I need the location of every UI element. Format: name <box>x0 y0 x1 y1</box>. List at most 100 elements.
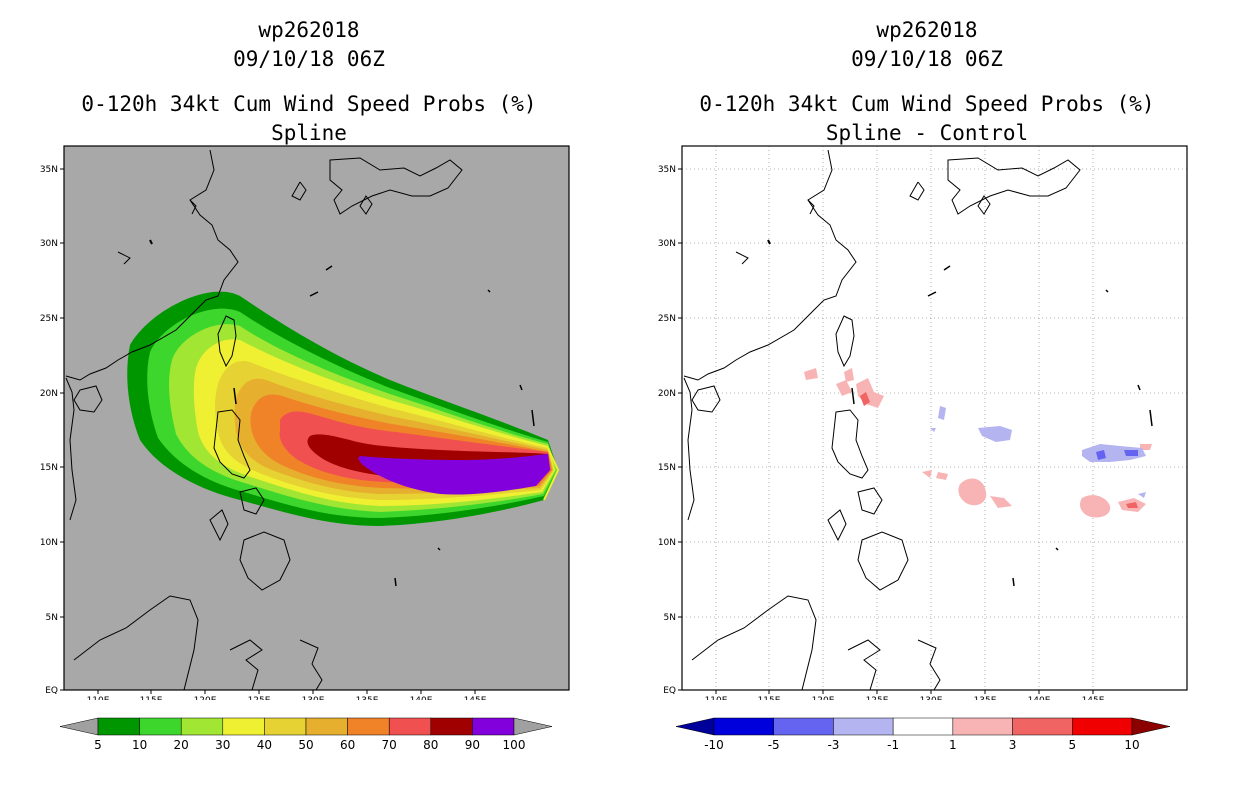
right-lat-label: 5N <box>664 613 676 623</box>
left-lat-label: 30N <box>40 239 58 249</box>
right-lon-label: 130E <box>920 696 943 700</box>
diff-positive-blob <box>958 478 987 506</box>
right-map-gridlines <box>682 146 1187 690</box>
right-colorbar-swatch <box>773 717 834 736</box>
right-colorbar-label: -1 <box>887 738 899 752</box>
right-colorbar-label: 10 <box>1124 738 1139 752</box>
left-map-axes: 35N 30N 25N 20N 15N 10N 5N EQ 110E 115E 120E 125E 13… <box>40 165 487 700</box>
right-lon-label: 145E <box>1082 696 1105 700</box>
diff-negative-blob <box>1138 492 1146 498</box>
right-lat-label: EQ <box>663 686 676 696</box>
right-title-method: Spline - Control <box>825 121 1029 145</box>
diff-positive-blob <box>1080 495 1111 518</box>
diff-negative-blob <box>978 426 1012 442</box>
left-colorbar-over-arrow <box>513 717 553 736</box>
diff-negative-blob <box>930 428 936 432</box>
diff-positive-blob <box>844 368 854 382</box>
diff-positive-blob <box>922 470 932 478</box>
left-lat-label: 5N <box>46 613 58 623</box>
left-lat-label: 35N <box>40 165 58 175</box>
left-lat-label: 20N <box>40 389 58 399</box>
left-colorbar-label: 10 <box>132 738 147 752</box>
right-lon-label: 120E <box>812 696 835 700</box>
right-map: 35N 30N 25N 20N 15N 10N 5N EQ 110E 115E 120E 125E 13… <box>658 145 1188 700</box>
left-colorbar-label: 5 <box>94 738 102 752</box>
right-title-datetime: 09/10/18 06Z <box>851 47 1003 71</box>
right-colorbar-swatch <box>713 717 774 736</box>
diff-negative-blob <box>1096 450 1106 460</box>
left-colorbar-label: 90 <box>465 738 480 752</box>
left-colorbar-swatch <box>347 717 390 736</box>
left-colorbar-swatch <box>222 717 265 736</box>
left-lat-label: 15N <box>40 463 58 473</box>
diff-positive-blob <box>990 496 1012 508</box>
left-colorbar-swatch <box>472 717 515 736</box>
left-lon-label: 135E <box>356 696 379 700</box>
left-colorbar-swatch <box>430 717 473 736</box>
diff-positive-blob <box>1140 444 1152 450</box>
diff-positive-blob <box>1126 502 1138 508</box>
left-lon-label: 145E <box>464 696 487 700</box>
right-colorbar-swatch <box>952 717 1013 736</box>
left-colorbar-label: 40 <box>257 738 272 752</box>
prob-contour-edge <box>543 447 560 501</box>
right-title-product: 0-120h 34kt Cum Wind Speed Probs (%) <box>699 92 1155 116</box>
diff-positive-blob <box>936 472 948 480</box>
right-colorbar-swatch <box>833 717 894 736</box>
left-colorbar-label: 20 <box>174 738 189 752</box>
left-probability-field <box>65 149 560 690</box>
right-lon-label: 140E <box>1028 696 1051 700</box>
left-title-datetime: 09/10/18 06Z <box>233 47 385 71</box>
left-colorbar-label: 30 <box>215 738 230 752</box>
right-lat-label: 20N <box>658 389 676 399</box>
diff-negative-blob <box>1124 450 1138 456</box>
left-title: wp262018 09/10/18 06Z 0-120h 34kt Cum Wi… <box>29 16 589 148</box>
prob-contour-90 <box>358 454 550 495</box>
left-colorbar: 5 10 20 30 40 50 60 70 80 90 100 <box>59 717 553 752</box>
right-colorbar-label: 5 <box>1068 738 1076 752</box>
right-colorbar-label: 3 <box>1009 738 1017 752</box>
right-colorbar-label: -5 <box>768 738 780 752</box>
left-lon-label: 115E <box>140 696 163 700</box>
right-colorbar-swatch <box>1012 717 1073 736</box>
left-colorbar-swatch <box>139 717 182 736</box>
right-colorbar-swatch <box>1072 717 1133 736</box>
left-title-method: Spline <box>271 121 347 145</box>
diff-positive-blob <box>860 392 870 406</box>
left-title-storm-id: wp262018 <box>258 18 360 42</box>
right-lat-label: 15N <box>658 463 676 473</box>
left-lat-label: EQ <box>45 686 58 696</box>
right-colorbar-label: 1 <box>949 738 957 752</box>
left-colorbar-label: 50 <box>298 738 313 752</box>
left-colorbar-label: 100 <box>503 738 526 752</box>
right-title-storm-id: wp262018 <box>876 18 978 42</box>
right-lon-label: 115E <box>758 696 781 700</box>
right-lat-label: 25N <box>658 314 676 324</box>
right-lat-label: 30N <box>658 239 676 249</box>
right-lon-label: 110E <box>705 696 728 700</box>
left-lon-label: 140E <box>410 696 433 700</box>
right-title: wp262018 09/10/18 06Z 0-120h 34kt Cum Wi… <box>647 16 1207 148</box>
left-lon-label: 130E <box>302 696 325 700</box>
left-lon-label: 120E <box>194 696 217 700</box>
right-colorbar-label: -10 <box>704 738 724 752</box>
left-colorbar-label: 80 <box>423 738 438 752</box>
left-colorbar-swatch <box>180 717 224 736</box>
right-colorbar-swatch <box>892 717 954 736</box>
diff-negative-blob <box>938 406 946 420</box>
right-colorbar: -10 -5 -3 -1 1 3 5 10 <box>675 717 1171 752</box>
left-lon-label: 110E <box>87 696 110 700</box>
right-lat-label: 35N <box>658 165 676 175</box>
right-lon-label: 135E <box>974 696 997 700</box>
right-lat-label: 10N <box>658 538 676 548</box>
right-map-axes: 35N 30N 25N 20N 15N 10N 5N EQ 110E 115E 120E 125E 13… <box>658 165 1105 700</box>
right-colorbar-over-arrow <box>1131 717 1171 736</box>
right-map-frame <box>681 145 1188 691</box>
left-map-frame <box>63 145 570 691</box>
right-map-background <box>682 146 1187 690</box>
right-lon-label: 125E <box>866 696 889 700</box>
left-colorbar-swatch <box>305 717 348 736</box>
left-lon-label: 125E <box>248 696 271 700</box>
left-lat-label: 25N <box>40 314 58 324</box>
left-title-product: 0-120h 34kt Cum Wind Speed Probs (%) <box>81 92 537 116</box>
